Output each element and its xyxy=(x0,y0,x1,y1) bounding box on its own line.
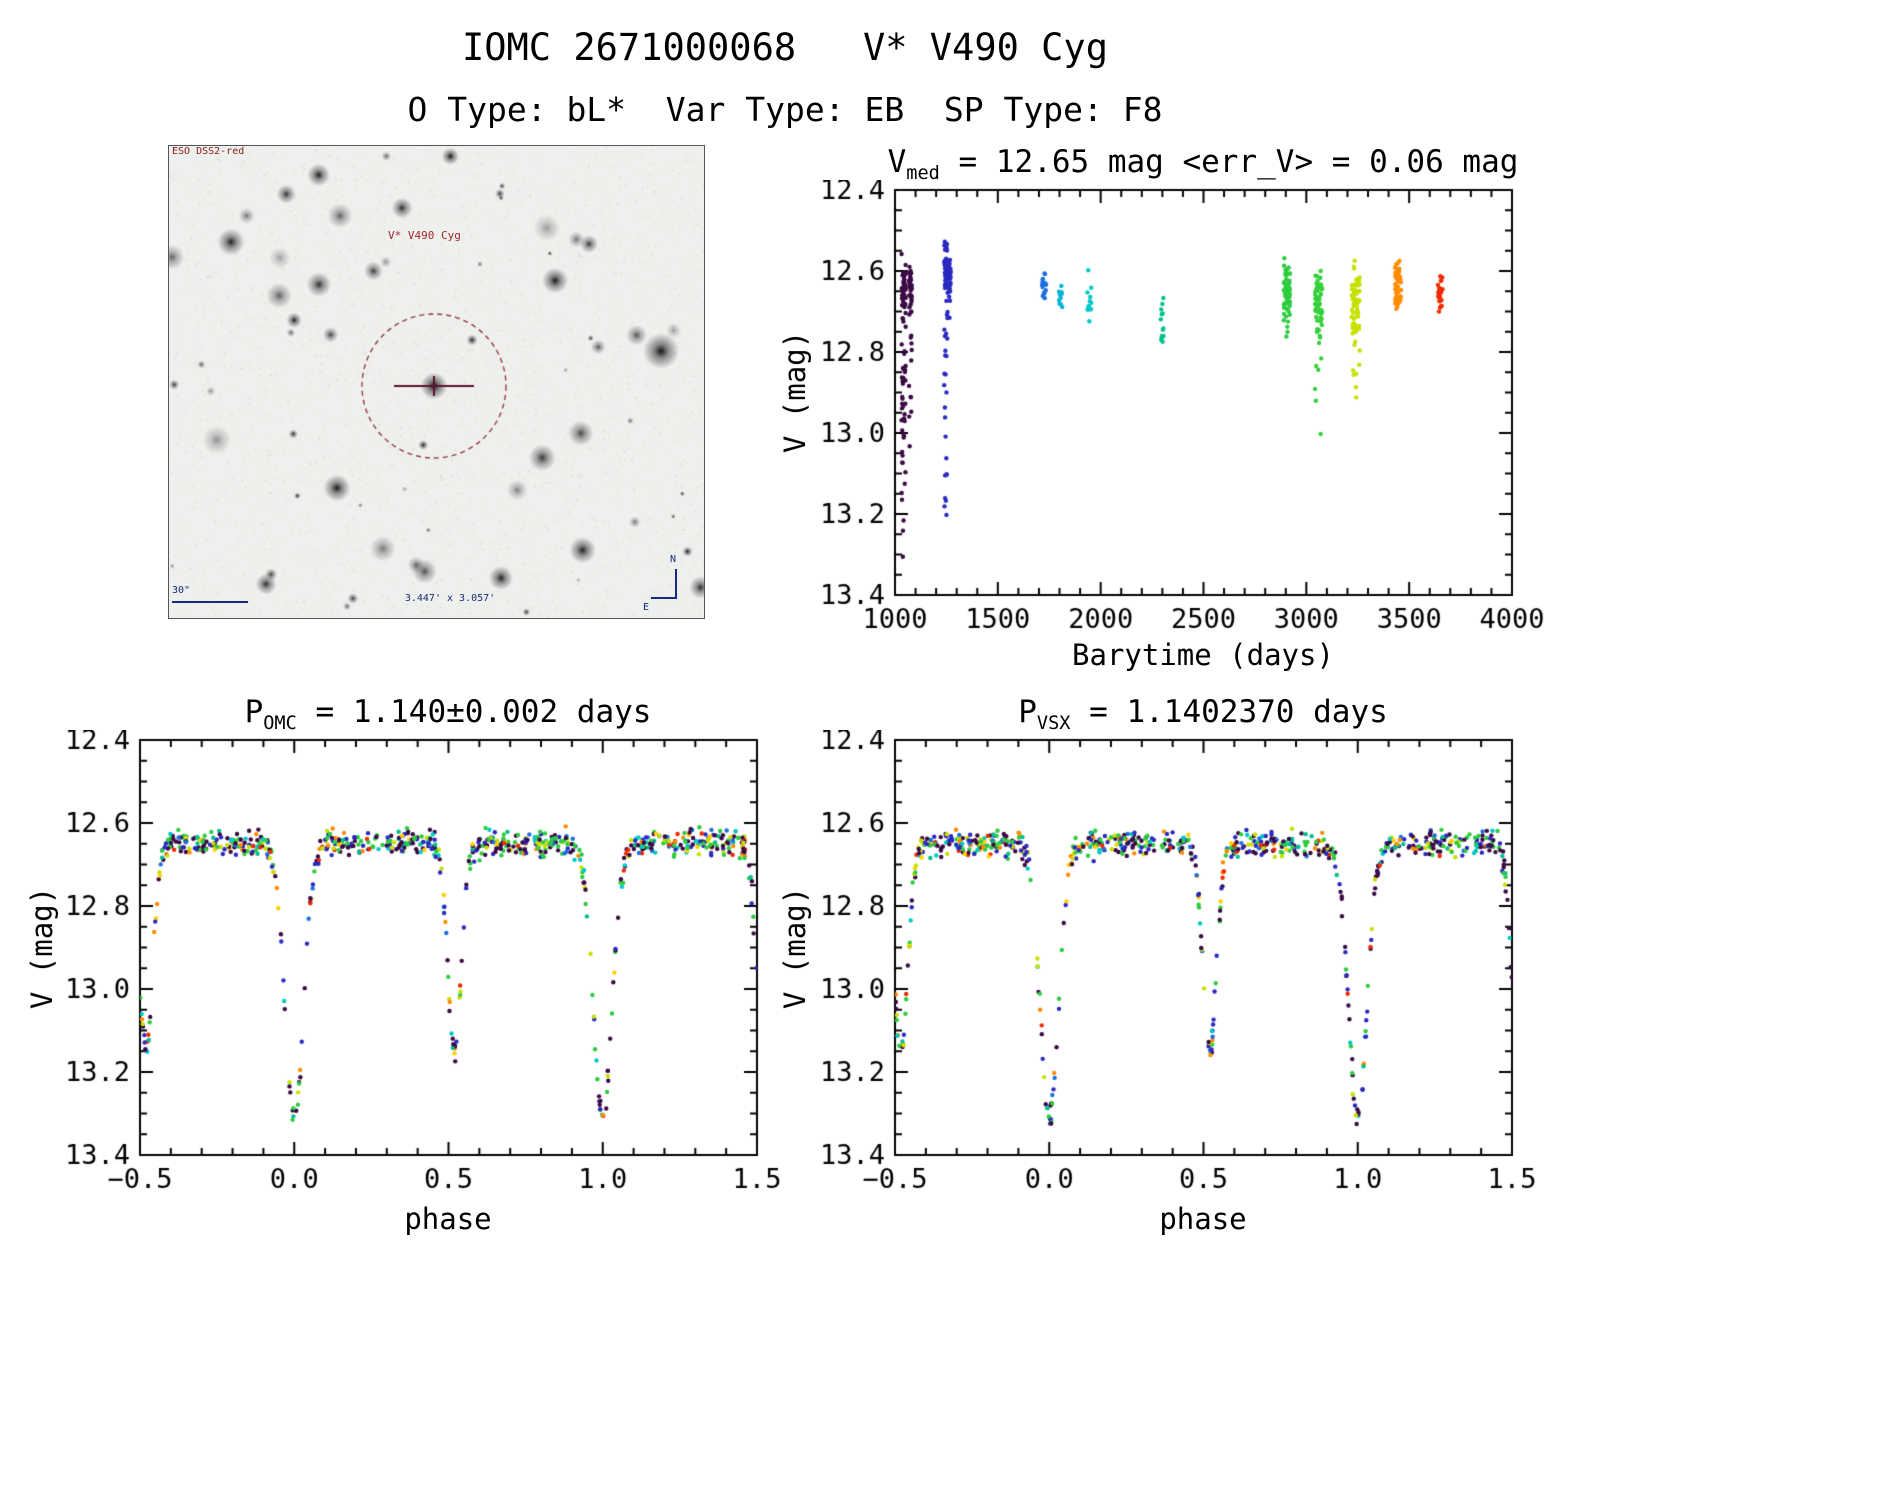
page-title: IOMC 2671000068 V* V490 Cyg xyxy=(461,26,1108,69)
timeline-title: Vmed = 12.65 mag <err_V> = 0.06 mag xyxy=(843,144,1563,184)
vsx-title-rest: = 1.1402370 days xyxy=(1070,694,1388,730)
finder-scale-label: 30" xyxy=(172,585,191,596)
omc-title-prefix: P xyxy=(244,694,264,730)
compass-north-label: N xyxy=(670,554,677,565)
vsx-plot-canvas xyxy=(800,730,1560,1200)
timeline-plot-canvas xyxy=(800,180,1560,640)
page-subtitle: O Type: bL* Var Type: EB SP Type: F8 xyxy=(407,90,1163,129)
timeline-title-prefix: V xyxy=(887,144,907,180)
compass-north-line xyxy=(675,569,677,597)
finder-survey-label: ESO DSS2-red xyxy=(172,146,245,157)
omc-ylabel: V (mag) xyxy=(25,886,59,1010)
omc-title: POMC = 1.140±0.002 days xyxy=(88,694,808,734)
timeline-title-sub: med xyxy=(906,163,940,185)
timeline-ylabel: V (mag) xyxy=(778,330,812,454)
vsx-xlabel: phase xyxy=(1159,1202,1247,1236)
vsx-title-prefix: P xyxy=(1018,694,1037,730)
vsx-ylabel: V (mag) xyxy=(778,886,812,1010)
finder-chart-image xyxy=(168,145,705,619)
finder-target-label: V* V490 Cyg xyxy=(388,229,461,242)
finder-fov-label: 3.447' x 3.057' xyxy=(404,593,496,604)
vsx-title: PVSX = 1.1402370 days xyxy=(843,694,1563,734)
finder-scale-bar xyxy=(172,601,248,603)
omc-plot-canvas xyxy=(45,730,805,1200)
timeline-xlabel: Barytime (days) xyxy=(1072,638,1334,672)
omc-title-rest: = 1.140±0.002 days xyxy=(296,694,652,730)
vsx-title-sub: VSX xyxy=(1036,713,1071,735)
omc-xlabel: phase xyxy=(404,1202,492,1236)
compass-east-label: E xyxy=(643,602,650,613)
timeline-title-rest: = 12.65 mag <err_V> = 0.06 mag xyxy=(939,144,1519,180)
omc-title-sub: OMC xyxy=(263,713,297,735)
compass-east-line xyxy=(651,597,677,599)
